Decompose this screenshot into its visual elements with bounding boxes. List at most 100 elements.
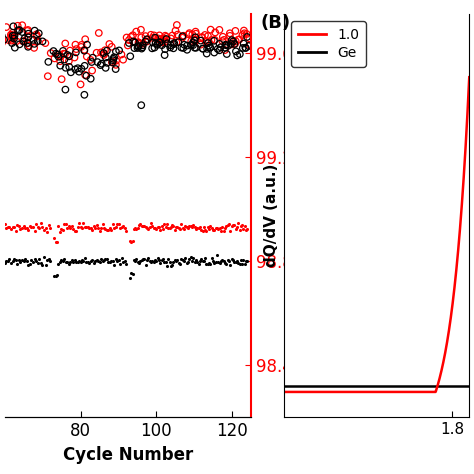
Point <box>153 225 160 233</box>
Point <box>58 256 65 264</box>
Point <box>50 273 58 280</box>
Point <box>99 220 106 228</box>
Point <box>81 62 88 70</box>
Point <box>173 224 181 231</box>
Point <box>205 225 213 233</box>
Point <box>236 260 243 268</box>
Point <box>9 34 16 41</box>
Point <box>66 224 74 231</box>
Point <box>75 257 83 265</box>
Point <box>220 36 228 44</box>
Point <box>136 259 143 267</box>
Point <box>229 221 237 228</box>
Point <box>155 223 163 230</box>
Point <box>230 221 238 229</box>
Point <box>138 44 146 51</box>
Point <box>101 46 109 54</box>
Point <box>121 257 128 265</box>
Point <box>119 56 127 64</box>
Point <box>138 45 146 53</box>
Point <box>156 259 164 266</box>
Point <box>56 228 64 236</box>
Point <box>68 222 75 230</box>
Point <box>30 36 37 44</box>
Point <box>100 51 108 59</box>
Point <box>226 32 234 40</box>
Point <box>148 45 156 52</box>
Point <box>15 222 23 230</box>
Point <box>189 38 197 46</box>
Point <box>161 46 169 53</box>
Point <box>2 225 10 232</box>
Point <box>195 225 202 232</box>
Point <box>232 27 239 35</box>
Point <box>195 261 202 268</box>
Point <box>77 43 85 51</box>
Point <box>52 238 59 246</box>
Point <box>65 57 73 65</box>
Point <box>215 259 222 266</box>
Point <box>64 224 71 232</box>
Point <box>213 251 221 259</box>
Point <box>137 101 145 109</box>
Point <box>56 57 64 65</box>
Point <box>17 225 24 232</box>
Point <box>9 224 17 231</box>
Point <box>34 37 42 45</box>
Point <box>220 228 228 235</box>
Point <box>234 220 242 228</box>
Point <box>25 261 32 269</box>
Point <box>105 258 112 265</box>
Point <box>161 51 168 59</box>
Point <box>84 258 91 265</box>
Point <box>33 33 41 40</box>
Point <box>183 42 191 49</box>
Point <box>119 259 127 266</box>
Point <box>228 36 236 44</box>
Point <box>97 255 105 263</box>
Point <box>16 41 23 48</box>
Point <box>187 223 194 230</box>
Point <box>139 40 147 47</box>
Point <box>95 29 102 37</box>
Point <box>9 35 17 43</box>
Point <box>102 255 109 263</box>
Point <box>206 44 214 51</box>
Point <box>187 37 195 45</box>
Point <box>21 224 29 232</box>
Point <box>106 224 114 232</box>
Point <box>232 47 240 55</box>
Point <box>221 259 229 267</box>
Point <box>106 258 114 266</box>
Point <box>66 258 74 265</box>
Point <box>198 33 206 41</box>
Point <box>199 228 206 235</box>
Point <box>227 40 235 48</box>
Point <box>198 34 206 42</box>
Point <box>81 223 89 231</box>
Point <box>216 224 223 232</box>
Point <box>244 258 251 265</box>
Point <box>14 27 21 35</box>
Point <box>150 258 157 266</box>
Point <box>183 46 191 54</box>
Point <box>53 271 61 278</box>
Point <box>0 32 4 39</box>
Point <box>220 257 228 264</box>
Point <box>203 228 210 235</box>
Point <box>74 259 82 266</box>
Point <box>42 39 49 47</box>
Point <box>168 221 176 229</box>
Point <box>223 50 230 58</box>
Point <box>137 26 145 34</box>
Point <box>13 260 21 268</box>
Point <box>224 256 231 264</box>
Point <box>162 32 169 39</box>
Point <box>192 44 200 52</box>
Point <box>170 222 177 230</box>
Point <box>101 50 109 57</box>
Point <box>227 261 234 268</box>
Point <box>193 258 201 265</box>
Point <box>36 255 43 263</box>
Point <box>160 35 167 43</box>
